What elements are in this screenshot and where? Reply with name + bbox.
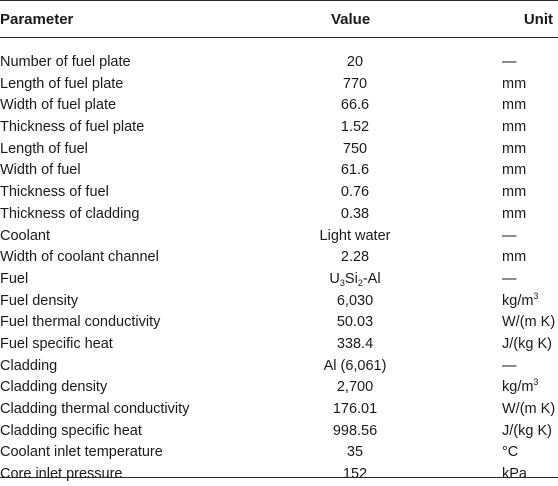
unit-exponent: 3 [533,290,539,301]
parameter-cell: Width of coolant channel [0,249,159,266]
unit-cell: kg/m3 [502,291,538,313]
parameter-cell: Fuel density [0,292,79,309]
table-row: Number of fuel plate 20 — [0,52,558,74]
parameter-cell: Number of fuel plate [0,54,131,70]
table-row: Cladding specific heat 998.56 J/(kg K) [0,421,558,443]
unit-cell: kPa [502,466,527,483]
parameter-cell: Coolant [0,227,50,244]
parameter-cell: Fuel thermal conductivity [0,314,161,331]
fuel-formula-si: Si [344,270,358,287]
unit-cell: mm [502,205,527,222]
table-row: Width of fuel plate 66.6 mm [0,95,558,117]
table-row: Cladding thermal conductivity 176.01 W/(… [0,399,558,421]
table-row: Fuel density 6,030 kg/m3 [0,291,558,313]
parameter-cell: Length of fuel [0,140,88,157]
unit-cell: — [502,227,517,244]
unit-cell: W/(m K) [502,314,556,331]
unit-cell: J/(kg K) [502,335,552,352]
value-cell: 50.03 [336,314,374,331]
table-row: Width of fuel 61.6 mm [0,160,558,182]
parameter-cell: Width of fuel plate [0,97,117,114]
parameter-cell: Coolant inlet temperature [0,444,163,461]
value-cell: Al (6,061) [323,357,387,374]
value-cell: 770 [342,75,368,92]
header-unit: Unit [523,11,553,28]
unit-cell: mm [502,140,527,157]
table-row: Core inlet pressure 152 kPa [0,464,558,486]
parameter-cell: Thickness of fuel [0,184,109,201]
fuel-formula-sub-2: 2 [357,277,363,288]
unit-cell: — [502,54,517,70]
header-parameter: Parameter [0,11,74,28]
unit-cell: — [502,270,517,287]
table-row: Cladding Al (6,061) — [0,356,558,378]
table-header: Parameter Value Unit [0,0,558,38]
table-row: Length of fuel plate 770 mm [0,74,558,96]
value-cell: 1.52 [340,119,370,136]
value-cell: Light water [319,227,391,244]
unit-cell: J/(kg K) [502,422,552,439]
value-cell: 152 [342,466,368,483]
parameter-cell: Fuel [0,270,29,287]
unit-cell: mm [502,249,527,266]
table-row: Fuel thermal conductivity 50.03 W/(m K) [0,312,558,334]
value-cell: 66.6 [340,97,370,114]
unit-exponent: 3 [533,377,539,388]
table-body: Number of fuel plate 20 — Length of fuel… [0,52,558,486]
parameter-cell: Thickness of cladding [0,205,140,222]
parameter-cell: Thickness of fuel plate [0,119,145,136]
fuel-formula-u: U [329,270,340,287]
header-value: Value [331,11,371,28]
parameter-cell: Cladding density [0,379,108,396]
value-cell: 6,030 [336,292,374,309]
parameter-cell: Cladding thermal conductivity [0,401,190,417]
parameter-cell: Core inlet pressure [0,466,123,483]
unit-base: kg/m [502,379,534,396]
value-cell: 750 [342,140,368,157]
bottom-rule [0,477,558,478]
table-row: Cladding density 2,700 kg/m3 [0,377,558,399]
unit-cell: mm [502,184,527,201]
table-row: Coolant inlet temperature 35 °C [0,442,558,464]
table-row: Coolant Light water — [0,226,558,248]
value-cell: 176.01 [332,401,378,417]
unit-cell: mm [502,162,527,179]
value-cell: 61.6 [340,162,370,179]
unit-cell: mm [502,119,527,136]
value-cell: 998.56 [332,422,378,439]
unit-cell: °C [502,444,519,461]
parameter-cell: Length of fuel plate [0,75,124,92]
unit-cell: mm [502,97,527,114]
table-row: Fuel U3Si2-Al — [0,269,558,291]
unit-cell: — [502,357,517,374]
table-row: Thickness of cladding 0.38 mm [0,204,558,226]
value-cell: 2,700 [336,379,374,396]
value-cell: U3Si2-Al [329,269,380,291]
parameter-cell: Fuel specific heat [0,335,113,352]
table-row: Width of coolant channel 2.28 mm [0,247,558,269]
parameter-cell: Width of fuel [0,162,81,179]
fuel-formula-sub-3: 3 [339,277,345,288]
table-row: Thickness of fuel 0.76 mm [0,182,558,204]
parameter-cell: Cladding [0,357,58,374]
table-row: Fuel specific heat 338.4 J/(kg K) [0,334,558,356]
value-cell: 0.38 [340,205,370,222]
value-cell: 0.76 [340,184,370,201]
unit-cell: kg/m3 [502,377,538,399]
value-cell: 20 [346,54,364,70]
table-row: Thickness of fuel plate 1.52 mm [0,117,558,139]
value-cell: 338.4 [336,335,374,352]
value-cell: 35 [346,444,364,461]
unit-cell: mm [502,75,527,92]
unit-base: kg/m [502,292,534,309]
parameter-cell: Cladding specific heat [0,422,142,439]
table-row: Length of fuel 750 mm [0,139,558,161]
value-cell: 2.28 [340,249,370,266]
fuel-formula-al: -Al [362,270,381,287]
unit-cell: W/(m K) [502,401,556,417]
